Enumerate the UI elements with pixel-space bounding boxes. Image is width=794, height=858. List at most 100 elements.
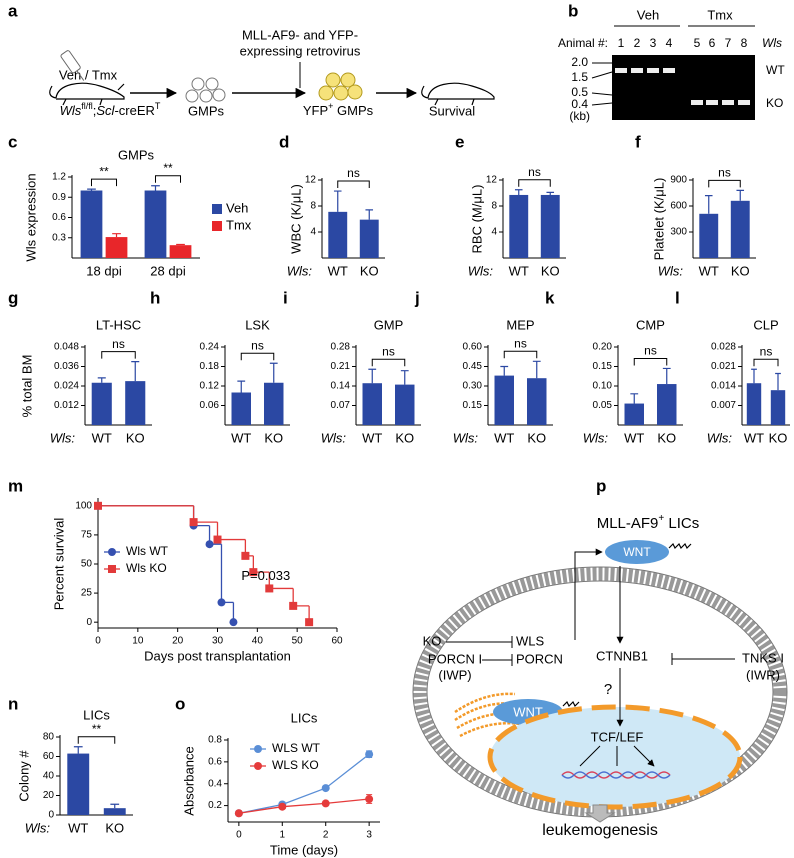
schematic: Veh / Tmx Wlsfl/fl;Scl-creERT GMPs MLL-A… [49,27,495,118]
transcription-factor: TCF/LEF [591,729,644,744]
panel-label: e [455,132,464,151]
x-tick-label: WT [231,430,251,445]
inhibition [446,636,513,648]
x-tick-label: 0 [236,830,242,841]
significance-label: ns [718,166,731,180]
bar [231,392,251,425]
bar [80,190,103,258]
y-axis-label: Absorbance [181,746,196,815]
y-tick-label: 0.8 [208,735,222,746]
band [663,68,675,73]
error-bar [704,195,713,214]
x-prefix: Wls: [50,430,76,445]
nucleus [487,704,743,810]
x-prefix: Wls: [468,263,494,278]
x-tick-label: 60 [331,636,343,647]
significance-label: ** [92,722,102,736]
y-tick-label: 0.12 [200,381,220,392]
significance-bracket [753,358,779,367]
panel-label: i [283,288,288,307]
x-tick-label: KO [126,430,145,445]
dna-strand [561,771,671,779]
panel-label: l [675,288,680,307]
panel-label: c [8,132,17,151]
marker [321,799,330,808]
infected: YFP+ GMPs [303,101,374,118]
x-axis-label: Days post transplantation [144,648,291,663]
y-tick-label: 8 [310,201,316,212]
x-tick-label: WT [328,263,348,278]
y-tick-label: 0.15 [593,361,613,372]
band [631,68,643,73]
bar [359,219,379,258]
error-bar [73,746,83,754]
x-tick-label: KO [105,820,124,835]
error-bar [131,361,140,382]
y-tick-label: 0.048 [54,342,79,353]
x-tick-label: 28 dpi [150,263,186,278]
legend-marker [108,565,116,573]
secretion-arrow [574,548,603,640]
marker [278,802,287,811]
bar [264,382,284,425]
error-bar [662,367,671,385]
significance-bracket [371,358,406,367]
x-tick-label: WT [509,263,529,278]
panel-label: k [545,288,555,307]
y-tick-label: 0 [86,617,92,628]
er-fold [454,692,516,714]
significance-label: ns [382,344,395,358]
syringe [60,50,85,81]
annotation: P=0.033 [241,568,290,583]
x-tick-label: KO [395,430,414,445]
bar [91,382,112,425]
x-tick-label: 0 [95,636,101,647]
cell [340,72,356,88]
x-prefix: Wls: [658,263,684,278]
band-label: KO [766,96,783,110]
wnt-ligand [605,540,669,564]
y-tick-label: 0.30 [463,381,483,392]
legend-swatch [212,221,222,231]
y-tick-label: 0.024 [54,381,79,392]
significance-bracket [77,736,116,744]
y-tick-label: 0.24 [200,342,220,353]
cell [185,89,199,103]
series-line [238,753,370,814]
cell [199,89,213,103]
panel-label: g [8,288,18,307]
panel-label: d [279,132,289,151]
bar [105,237,128,258]
cell [333,85,349,101]
y-tick-label: 100 [75,500,92,511]
x-tick-label: 20 [172,636,184,647]
y-tick-label: 900 [670,175,687,186]
x-tick-label: KO [731,263,750,278]
significance-label: ns [251,338,264,352]
protein: WLS [516,633,545,648]
significance-label: ns [644,344,657,358]
x-tick-label: WT [362,430,382,445]
y-axis-label: Wls expression [23,173,38,261]
group-label: Veh [637,7,659,22]
significance-bracket [518,179,551,187]
y-tick-label: 0.036 [54,361,79,372]
x-tick-label: KO [769,430,788,445]
bar [624,403,644,425]
y-axis-label: RBC (M/μL) [469,185,484,254]
gene-label: Wls [762,36,782,50]
y-tick-label: 4 [491,227,497,238]
target-arrows [579,745,654,766]
significance-label: ** [163,161,173,175]
x-tick-label: 1 [280,830,286,841]
zigzag [562,700,580,708]
chart-title: LSK [245,317,270,332]
bar [527,378,547,425]
error-bar [333,190,342,212]
treatment: Veh / Tmx [59,67,118,82]
legend-label: WLS WT [272,741,321,755]
title-part: LICs [664,515,699,532]
legend-marker [254,745,262,753]
panel-label: a [8,1,18,20]
marker [217,598,226,607]
